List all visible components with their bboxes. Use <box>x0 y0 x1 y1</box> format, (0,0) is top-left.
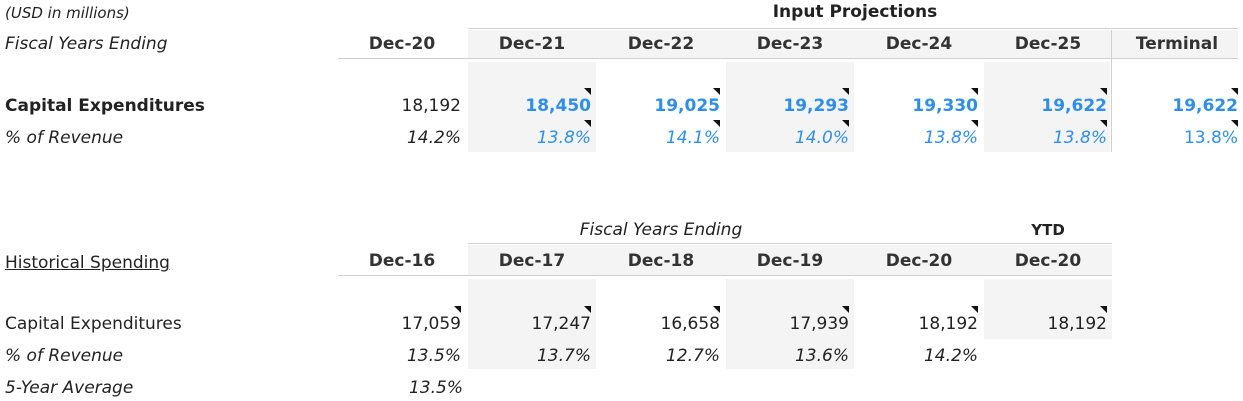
hist-body-shade-3 <box>984 279 1112 339</box>
hist-capex-cell[interactable]: 18,192 <box>918 314 978 334</box>
comment-flag-icon <box>1100 88 1107 95</box>
hist-capex-cell[interactable]: 17,059 <box>401 314 461 334</box>
ytd-label: YTD <box>1031 221 1065 239</box>
comment-flag-icon <box>842 306 849 313</box>
pct-input-cell[interactable]: 13.8% <box>536 128 591 148</box>
input-projections-header: Input Projections <box>772 2 938 22</box>
hist-header-underline <box>338 275 1112 276</box>
terminal-separator <box>1111 30 1112 152</box>
capex-input-cell[interactable]: 19,622 <box>1172 96 1238 116</box>
pct-input-cell[interactable]: 14.1% <box>665 128 720 148</box>
hist-pct-revenue-label: % of Revenue <box>5 346 124 366</box>
hist-capex-cell[interactable]: 16,658 <box>660 314 720 334</box>
proj-col-header: Dec-23 <box>756 34 824 54</box>
capex-input-cell[interactable]: 19,025 <box>654 96 720 116</box>
capex-input-cell[interactable]: 19,293 <box>783 96 849 116</box>
comment-flag-icon <box>1231 88 1238 95</box>
fiscal-years-label: Fiscal Years Ending <box>5 34 168 54</box>
proj-col-header: Dec-21 <box>498 34 566 54</box>
proj-col-header: Dec-22 <box>627 34 695 54</box>
comment-flag-icon <box>454 306 461 313</box>
proj-header-underline <box>338 58 1238 59</box>
comment-flag-icon <box>842 120 849 127</box>
pct-value-cell: 14.2% <box>406 128 461 148</box>
hist-col-header: Dec-20 <box>1014 251 1082 271</box>
hist-col-header: Dec-16 <box>368 251 436 271</box>
proj-body-shade-3 <box>984 62 1110 152</box>
hist-body-shade-1 <box>468 279 596 369</box>
five-year-average-label: 5-Year Average <box>5 378 134 398</box>
hist-capex-cell[interactable]: 17,247 <box>531 314 591 334</box>
pct-input-cell[interactable]: 13.8% <box>1052 128 1107 148</box>
hist-pct-cell: 13.7% <box>536 346 591 366</box>
hist-pct-cell: 12.7% <box>665 346 720 366</box>
hist-pct-cell: 13.6% <box>794 346 849 366</box>
hist-capex-label: Capital Expenditures <box>5 314 182 334</box>
comment-flag-icon <box>713 88 720 95</box>
comment-flag-icon <box>1100 120 1107 127</box>
capex-input-cell[interactable]: 19,330 <box>912 96 978 116</box>
proj-col-header: Dec-24 <box>885 34 953 54</box>
proj-body-shade-1 <box>468 62 596 152</box>
capex-label: Capital Expenditures <box>5 96 205 116</box>
comment-flag-icon <box>842 88 849 95</box>
hist-fiscal-years-label: Fiscal Years Ending <box>579 220 743 240</box>
proj-header-band <box>468 30 1238 58</box>
pct-input-cell[interactable]: 13.8% <box>923 128 978 148</box>
pct-input-cell[interactable]: 14.0% <box>794 128 849 148</box>
hist-header-topline <box>468 243 1112 244</box>
proj-col-header: Dec-25 <box>1014 34 1082 54</box>
proj-col-header: Dec-20 <box>368 34 436 54</box>
historical-spending-title: Historical Spending <box>5 253 170 273</box>
pct-input-cell[interactable]: 13.8% <box>1183 128 1238 148</box>
pct-revenue-label: % of Revenue <box>5 128 124 148</box>
hist-header-band <box>468 245 1112 275</box>
capex-input-cell[interactable]: 18,450 <box>525 96 591 116</box>
comment-flag-icon <box>1100 306 1107 313</box>
proj-body-shade-2 <box>726 62 854 152</box>
hist-col-header: Dec-19 <box>756 251 824 271</box>
hist-capex-cell[interactable]: 17,939 <box>789 314 849 334</box>
capex-input-cell[interactable]: 19,622 <box>1041 96 1107 116</box>
comment-flag-icon <box>971 120 978 127</box>
hist-pct-cell: 13.5% <box>406 346 461 366</box>
capex-value-cell: 18,192 <box>401 96 461 116</box>
comment-flag-icon <box>584 306 591 313</box>
proj-header-topline <box>468 28 1238 29</box>
comment-flag-icon <box>1231 120 1238 127</box>
comment-flag-icon <box>584 88 591 95</box>
proj-col-header: Terminal <box>1135 34 1219 54</box>
comment-flag-icon <box>971 88 978 95</box>
hist-col-header: Dec-17 <box>498 251 566 271</box>
hist-col-header: Dec-20 <box>885 251 953 271</box>
hist-col-header: Dec-18 <box>627 251 695 271</box>
comment-flag-icon <box>584 120 591 127</box>
hist-body-shade-2 <box>726 279 854 369</box>
units-note: (USD in millions) <box>5 4 130 22</box>
comment-flag-icon <box>971 306 978 313</box>
hist-pct-cell: 14.2% <box>923 346 978 366</box>
comment-flag-icon <box>713 306 720 313</box>
comment-flag-icon <box>713 120 720 127</box>
five-year-average-value: 13.5% <box>408 378 463 398</box>
hist-capex-cell[interactable]: 18,192 <box>1047 314 1107 334</box>
